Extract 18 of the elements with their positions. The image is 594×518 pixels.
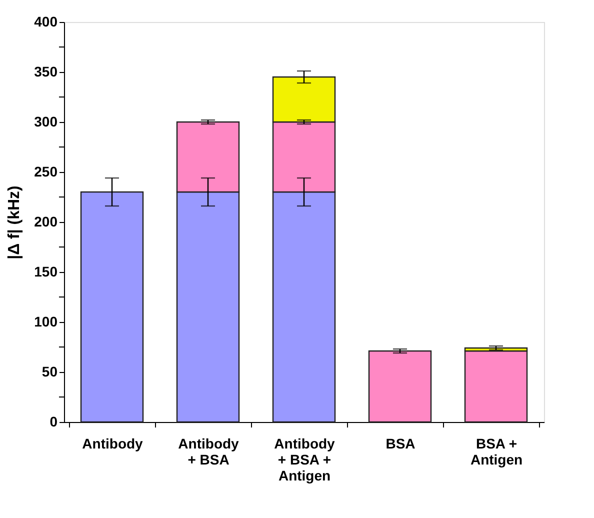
y-tick-label: 300 xyxy=(34,114,58,130)
y-tick-label: 100 xyxy=(34,314,58,330)
x-tick-label: BSA + Antigen xyxy=(470,436,523,468)
y-tick-label: 0 xyxy=(50,414,58,430)
y-axis-title: |Δ f| (kHz) xyxy=(6,186,24,260)
x-tick-label: Antibody xyxy=(82,436,144,452)
bar xyxy=(464,350,528,423)
y-tick-label: 250 xyxy=(34,164,58,180)
y-tick-label: 200 xyxy=(34,214,58,230)
y-tick-label: 50 xyxy=(42,364,58,380)
y-tick-label: 400 xyxy=(34,14,58,30)
x-tick-label: BSA xyxy=(386,436,416,452)
bar xyxy=(80,191,144,423)
bar xyxy=(368,350,432,423)
x-tick-label: Antibody + BSA xyxy=(178,436,240,468)
y-tick-label: 150 xyxy=(34,264,58,280)
y-tick-label: 350 xyxy=(34,64,58,80)
x-tick-label: Antibody + BSA + Antigen xyxy=(274,436,336,484)
